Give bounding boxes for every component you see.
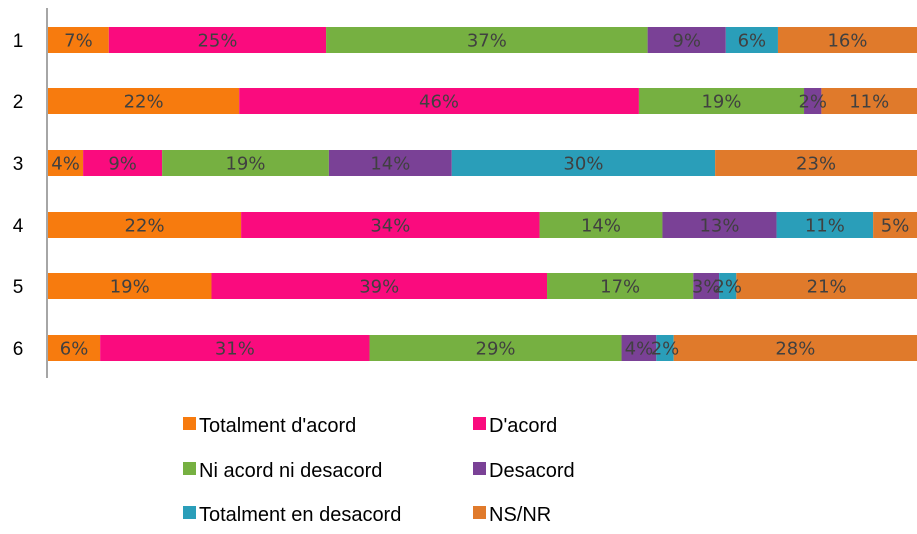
legend: Totalment d'acord D'acord Ni acord ni desa…: [183, 415, 575, 526]
data-label-row-2-series-3: 2%: [798, 92, 827, 113]
data-labels-layer: 7% 25% 37% 9% 6% 16% 22% 46% 19% 2% 11% 4% 9% 19% 14% 3…: [51, 31, 909, 360]
legend-swatch-0: [183, 417, 196, 430]
bar-segment-row-1-series-3: [647, 27, 726, 53]
data-label-row-6-series-0: 6%: [60, 339, 89, 360]
bar-segment-row-3-series-3: [328, 150, 452, 176]
data-label-row-5-series-2: 17%: [600, 277, 640, 298]
bar-segment-row-6-series-0: [48, 335, 101, 361]
data-label-row-6-series-1: 31%: [215, 339, 255, 360]
bar-segment-row-1-series-2: [326, 27, 648, 53]
bar-segment-row-1-series-4: [725, 27, 778, 53]
bar-segment-row-4-series-2: [539, 212, 663, 238]
category-labels-layer: 1 2 3 4 5 6: [13, 31, 24, 360]
bar-segment-row-2-series-5: [821, 88, 917, 114]
bar-segment-row-2-series-1: [239, 88, 639, 114]
data-label-row-4-series-2: 14%: [581, 216, 621, 237]
bar-segment-row-5-series-1: [211, 273, 548, 299]
data-label-row-4-series-1: 34%: [370, 216, 410, 237]
bars-layer: [48, 27, 917, 361]
data-label-row-1-series-3: 9%: [672, 31, 701, 52]
bar-segment-row-3-series-2: [162, 150, 329, 176]
data-label-row-3-series-1: 9%: [108, 154, 137, 175]
bar-segment-row-4-series-3: [662, 212, 777, 238]
data-label-row-5-series-0: 19%: [110, 277, 150, 298]
bar-segment-row-1-series-0: [48, 27, 109, 53]
legend-swatch-1: [473, 417, 486, 430]
legend-label-2: Ni acord ni desacord: [199, 460, 382, 482]
category-label-1: 1: [13, 31, 24, 52]
bar-segment-row-2-series-3: [804, 88, 822, 114]
data-label-row-5-series-4: 2%: [713, 277, 742, 298]
data-label-row-2-series-2: 19%: [701, 92, 741, 113]
data-label-row-5-series-5: 21%: [807, 277, 847, 298]
data-label-row-1-series-4: 6%: [738, 31, 767, 52]
data-label-row-1-series-2: 37%: [467, 31, 507, 52]
bar-segment-row-5-series-0: [48, 273, 212, 299]
data-label-row-4-series-5: 5%: [881, 216, 910, 237]
bar-segment-row-5-series-2: [547, 273, 694, 299]
data-label-row-5-series-3: 3%: [692, 277, 721, 298]
bar-segment-row-6-series-3: [621, 335, 657, 361]
bar-segment-row-6-series-4: [656, 335, 674, 361]
legend-label-1: D'acord: [489, 415, 557, 437]
bar-segment-row-4-series-4: [776, 212, 874, 238]
legend-swatch-5: [473, 506, 486, 519]
legend-swatch-2: [183, 462, 196, 475]
data-label-row-3-series-3: 14%: [370, 154, 410, 175]
legend-swatch-4: [183, 506, 196, 519]
bar-segment-row-3-series-1: [83, 150, 163, 176]
data-label-row-6-series-3: 4%: [625, 339, 654, 360]
bar-segment-row-1-series-5: [777, 27, 917, 53]
bar-segment-row-4-series-5: [873, 212, 917, 238]
category-label-6: 6: [13, 339, 24, 360]
data-label-row-6-series-2: 29%: [476, 339, 516, 360]
bar-segment-row-6-series-2: [369, 335, 622, 361]
bar-segment-row-1-series-1: [108, 27, 327, 53]
legend-label-4: Totalment en desacord: [199, 504, 401, 526]
category-label-5: 5: [13, 277, 24, 298]
category-label-2: 2: [13, 92, 24, 113]
legend-swatch-3: [473, 462, 486, 475]
data-label-row-3-series-5: 23%: [796, 154, 836, 175]
category-label-4: 4: [13, 216, 24, 237]
legend-label-5: NS/NR: [489, 504, 551, 526]
data-label-row-3-series-2: 19%: [225, 154, 265, 175]
bar-segment-row-5-series-3: [693, 273, 720, 299]
bar-segment-row-5-series-4: [719, 273, 737, 299]
data-label-row-3-series-4: 30%: [563, 154, 603, 175]
data-label-row-4-series-0: 22%: [125, 216, 165, 237]
bar-segment-row-4-series-0: [48, 212, 242, 238]
bar-segment-row-5-series-5: [736, 273, 917, 299]
data-label-row-4-series-4: 11%: [805, 216, 845, 237]
bar-segment-row-6-series-5: [673, 335, 917, 361]
data-label-row-1-series-1: 25%: [197, 31, 237, 52]
data-label-row-6-series-5: 28%: [775, 339, 815, 360]
data-label-row-4-series-3: 13%: [699, 216, 739, 237]
legend-label-3: Desacord: [489, 460, 575, 482]
data-label-row-3-series-0: 4%: [51, 154, 80, 175]
data-label-row-2-series-0: 22%: [124, 92, 164, 113]
data-label-row-5-series-1: 39%: [359, 277, 399, 298]
data-label-row-1-series-0: 7%: [64, 31, 93, 52]
data-label-row-1-series-5: 16%: [827, 31, 867, 52]
category-label-3: 3: [13, 154, 24, 175]
data-label-row-2-series-1: 46%: [419, 92, 459, 113]
bar-segment-row-6-series-1: [100, 335, 370, 361]
bar-segment-row-3-series-4: [451, 150, 716, 176]
bar-segment-row-2-series-2: [638, 88, 805, 114]
bar-segment-row-2-series-0: [48, 88, 240, 114]
bar-segment-row-4-series-1: [241, 212, 540, 238]
data-label-row-6-series-4: 2%: [651, 339, 680, 360]
data-label-row-2-series-5: 11%: [849, 92, 889, 113]
bar-segment-row-3-series-5: [715, 150, 917, 176]
bar-segment-row-3-series-0: [48, 150, 84, 176]
legend-label-0: Totalment d'acord: [199, 415, 356, 437]
